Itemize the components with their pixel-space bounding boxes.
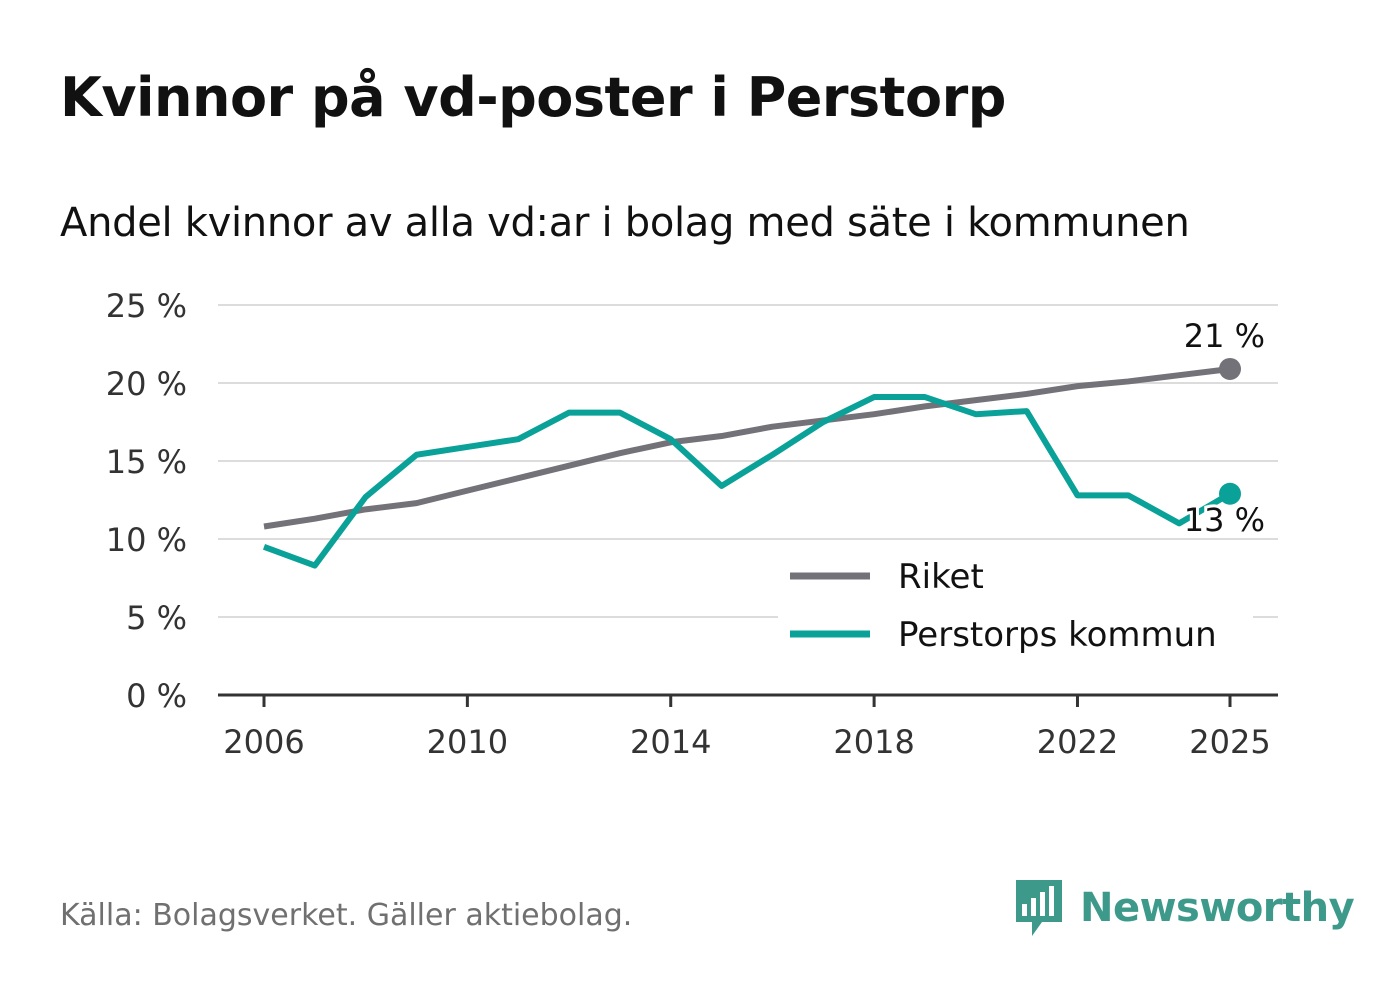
end-value-label: 21 % <box>1184 317 1265 355</box>
series-line <box>262 394 1232 569</box>
x-tick-label: 2022 <box>1037 723 1118 761</box>
source-note: Källa: Bolagsverket. Gäller aktiebolag. <box>60 898 633 933</box>
x-tick-label: 2018 <box>833 723 914 761</box>
legend-label: Perstorps kommun <box>898 615 1217 655</box>
x-tick-label: 2010 <box>427 723 508 761</box>
x-tick-label: 2014 <box>630 723 711 761</box>
legend-label: Riket <box>898 557 984 597</box>
x-tick-label: 2006 <box>223 723 304 761</box>
end-marker <box>1219 357 1241 380</box>
brand-logo: Newsworthy <box>1012 878 1355 938</box>
end-value-label: 13 % <box>1184 501 1265 539</box>
chart-title: Kvinnor på vd-poster i Perstorp <box>60 66 1006 129</box>
y-tick-label: 10 % <box>106 521 187 559</box>
y-tick-label: 20 % <box>106 365 187 403</box>
series-line <box>263 365 1231 530</box>
y-tick-label: 25 % <box>106 287 187 325</box>
chart-subtitle: Andel kvinnor av alla vd:ar i bolag med … <box>60 200 1190 246</box>
y-tick-label: 0 % <box>126 677 187 715</box>
x-tick-label: 2025 <box>1189 723 1270 761</box>
brand-name: Newsworthy <box>1080 885 1355 931</box>
series-end-markers: 21 % 13 % <box>1181 314 1268 542</box>
legend: Riket Perstorps kommun <box>778 548 1253 666</box>
y-tick-label: 5 % <box>126 599 187 637</box>
legend-background <box>778 548 1253 666</box>
series-lines <box>262 365 1232 569</box>
x-axis: 2006 2010 2014 2018 2022 2025 <box>218 693 1278 761</box>
newsworthy-logo-icon <box>1016 880 1062 936</box>
end-marker <box>1219 482 1241 505</box>
y-tick-label: 15 % <box>106 443 187 481</box>
y-axis-tick-labels: 0 % 5 % 10 % 15 % 20 % 25 % <box>106 287 187 715</box>
